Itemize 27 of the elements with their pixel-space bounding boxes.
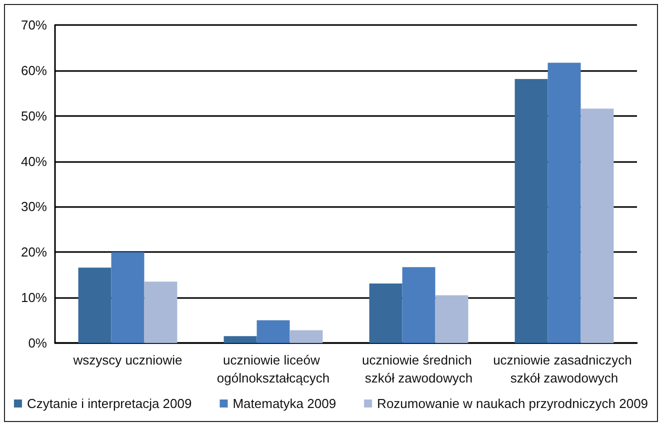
bar	[580, 108, 614, 343]
bar	[514, 79, 548, 343]
y-tick-label: 10%	[20, 290, 48, 306]
y-tick-label: 60%	[20, 62, 48, 78]
y-tick-label: 30%	[20, 199, 48, 214]
y-tick-label: 50%	[20, 108, 48, 124]
legend-label: Czytanie i interpretacja 2009	[26, 396, 192, 411]
y-tick-label: 0%	[28, 336, 48, 350]
bar	[548, 62, 581, 343]
legend-label: Rozumowanie w naukach przyrodniczych 2009	[377, 396, 648, 411]
y-tick-label: 20%	[20, 244, 48, 260]
y-tick-label: 70%	[20, 18, 48, 32]
bar	[290, 330, 323, 343]
bar	[144, 282, 178, 343]
legend-label: Matematyka 2009	[232, 396, 336, 411]
x-tick-label: uczniowie liceów ogólnokształcących	[216, 352, 330, 386]
bar	[402, 267, 436, 343]
x-tick-label: uczniowie średnich szkół zawodowych	[362, 352, 476, 386]
bar	[256, 320, 290, 343]
bar	[224, 336, 257, 343]
y-tick-label: 40%	[20, 154, 48, 169]
x-tick-label: wszyscy uczniowie	[72, 352, 182, 368]
bar	[369, 283, 402, 343]
bar	[78, 268, 112, 343]
x-tick-label: uczniowie zasadniczych szkół zawodowych	[493, 352, 636, 386]
bar	[111, 252, 144, 343]
bar	[435, 295, 468, 343]
